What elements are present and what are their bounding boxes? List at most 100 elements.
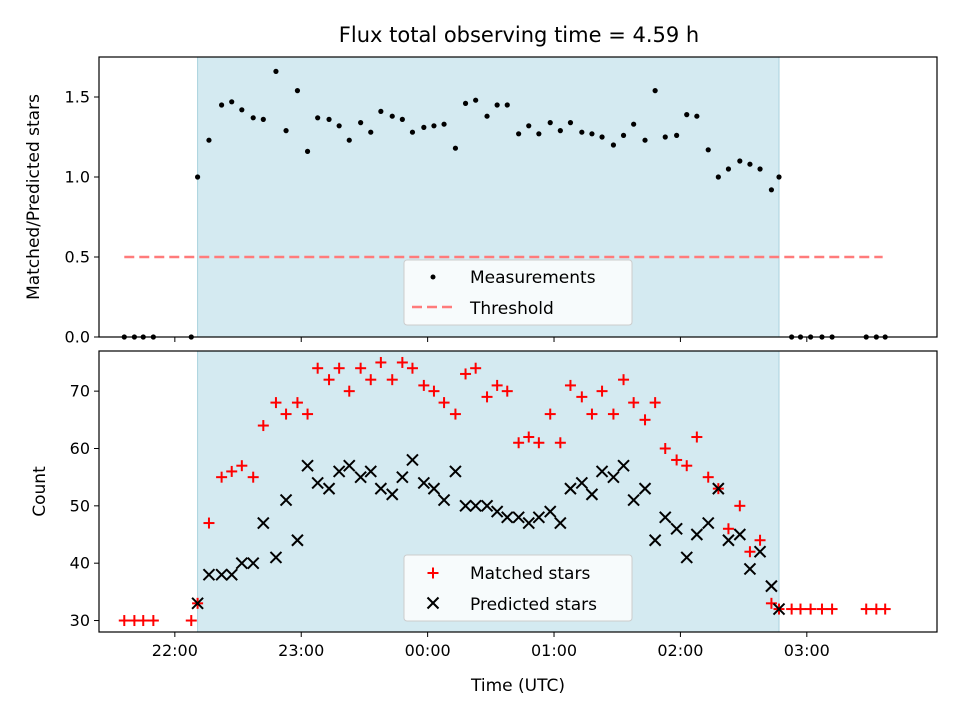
predicted-star-point [554,516,567,530]
measurement-point [747,161,753,167]
cross-stroke-b [469,499,482,513]
matched-star-point [375,356,387,368]
predicted-star-point [354,470,367,484]
measurement-point [599,134,605,140]
predicted-star-point [648,534,662,547]
measurement-point [684,112,690,118]
cross-stroke-b [670,522,683,535]
matched-star-point [544,408,556,420]
top-y-axis-label: Matched/Predicted stars [24,94,44,300]
predicted-star-point [743,562,757,576]
cross-stroke-b [225,568,238,581]
y-tick-label: 70 [70,382,90,401]
matched-star-point [418,379,430,391]
predicted-star-point [638,482,652,495]
cross-stroke-b [575,476,589,490]
cross-stroke-b [343,459,356,472]
cross-stroke-b [680,551,693,564]
measurement-point [239,107,245,113]
predicted-star-point [480,499,494,513]
predicted-star-point [202,568,216,581]
y-tick-label: 40 [70,554,90,573]
cross-stroke-b [449,465,462,478]
matched-star-point [794,603,806,615]
cross-stroke-b [564,482,577,495]
measurement-point [462,100,469,106]
matched-star-point [396,356,408,368]
measurement-point [674,132,680,138]
cross-stroke-b [257,516,270,530]
measurement-point [610,142,617,148]
matched-star-point [147,615,159,627]
matched-star-point [681,460,693,472]
measurement-point [250,115,256,121]
predicted-star-point [235,556,249,570]
bottom-legend: Matched stars Predicted stars [403,554,633,622]
cross-stroke-b [690,528,704,541]
predicted-star-point [215,568,228,581]
predicted-star-point [437,493,451,507]
cross-stroke-b [595,465,609,478]
matched-star-point [860,603,872,615]
predicted-star-point [733,528,747,541]
cross-stroke-b [585,488,599,501]
legend-cross [426,596,440,610]
measurement-point [526,123,532,129]
cross-stroke-b [712,482,725,495]
matched-star-point [533,437,545,449]
cross-stroke-b [743,562,757,576]
y-tick-label: 0.5 [65,248,90,267]
predicted-star-point [702,516,715,530]
matched-star-point [607,408,619,420]
cross-stroke-b [215,568,228,581]
matched-star-point [879,603,891,615]
predicted-star-point [374,482,388,495]
predicted-star-point [617,459,630,472]
matched-star-point [691,431,703,443]
measurement-point [409,129,416,135]
matched-star-point [523,431,535,443]
matched-star-point [226,465,238,477]
cross-stroke-b [426,596,440,610]
predicted-star-point [469,499,482,513]
measurement-point [567,120,574,126]
matched-star-point [754,534,766,546]
predicted-star-point [191,597,204,610]
matched-star-point [236,460,248,472]
cross-stroke-b [354,470,367,484]
x-tick-label: 22:00 [152,641,198,660]
x-tick-label: 02:00 [657,641,703,660]
matched-star-point [185,615,197,627]
cross-stroke-b [202,568,216,581]
measurement-point [206,137,212,143]
measurement-points [121,68,888,340]
matched-star-point [257,420,269,432]
top-legend-box [403,259,633,326]
predicted-star-point [712,482,725,495]
cross-stroke-b [279,493,293,507]
bottom-axes-frame [98,350,938,633]
bottom-y-axis-label: Count [30,466,50,517]
predicted-star-point [257,516,270,530]
measurement-point [431,123,437,129]
measurement-point [336,123,342,129]
matched-star-point [576,391,588,403]
cross-stroke-b [480,499,494,513]
cross-stroke-b [191,597,204,610]
measurement-point [725,166,732,172]
predicted-star-point [396,470,409,484]
matched-star-point [333,362,345,374]
cross-stroke-b [311,476,324,490]
measurement-point [358,120,364,126]
matched-star-point [438,397,450,409]
chart-title: Flux total observing time = 4.59 h [339,23,699,47]
y-tick-label: 0.0 [65,328,90,347]
x-tick-label: 01:00 [531,641,577,660]
cross-stroke-b [427,482,441,495]
predicted-star-point [449,465,462,478]
predicted-star-point [512,511,525,524]
predicted-star-point [386,488,399,501]
predicted-star-point [753,545,767,558]
predicted-star-point [680,551,693,564]
measurement-point [516,131,522,137]
